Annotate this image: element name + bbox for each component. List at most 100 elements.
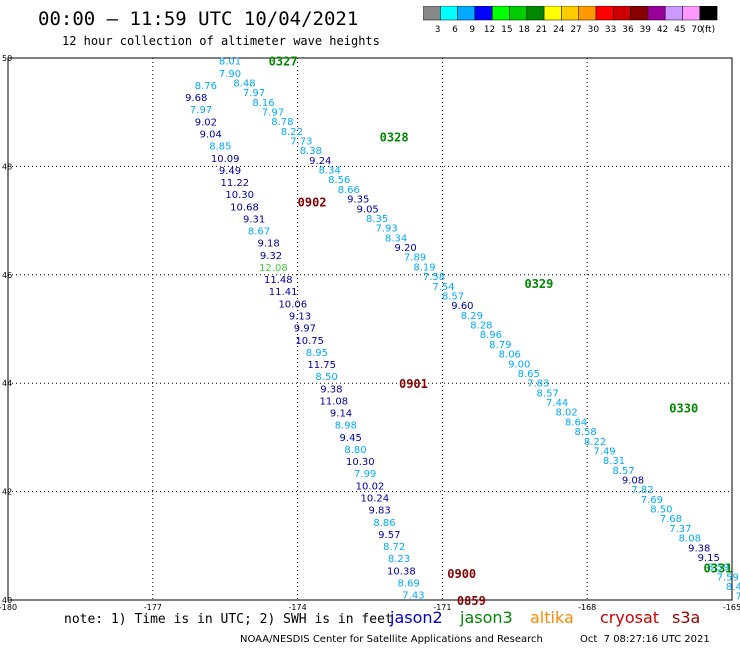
colorbar-unit: (ft) [702, 25, 716, 35]
swh-point: 9.02 [195, 117, 217, 128]
x-tick-label: -177 [144, 603, 162, 612]
colorbar-label: 42 [657, 25, 668, 35]
swh-point: 8.19 [413, 262, 435, 273]
swh-point: 7.69 [641, 495, 663, 506]
swh-point: 8.57 [612, 466, 634, 477]
swh-point: 9.15 [698, 553, 720, 564]
swh-point: 9.04 [200, 130, 222, 141]
y-tick-label: 42 [2, 488, 12, 497]
colorbar-label: 39 [640, 25, 652, 35]
swh-point: 8.50 [315, 372, 337, 383]
y-tick-label: 44 [2, 379, 12, 388]
swh-point: 9.60 [451, 301, 473, 312]
y-tick-label: 50 [2, 54, 12, 63]
swh-point: 9.00 [508, 359, 530, 370]
swh-point: 8.06 [499, 350, 521, 361]
swh-point: 10.02 [356, 481, 385, 492]
swh-point: 8.34 [385, 233, 407, 244]
swh-point: 8.85 [209, 142, 231, 153]
swh-point: 10.75 [295, 336, 324, 347]
swh-point: 7.99 [354, 469, 376, 480]
swh-point: 12.08 [259, 263, 288, 274]
swh-point: 9.08 [622, 476, 644, 487]
swh-point: 9.97 [294, 324, 316, 335]
swh-point: 8.02 [556, 408, 578, 419]
swh-point: 8.35 [366, 214, 388, 225]
swh-point: 7.49 [593, 446, 615, 457]
colorbar-label: 45 [674, 25, 685, 35]
footnote: note: 1) Time is in UTC; 2) SWH is in fe… [64, 612, 393, 627]
swh-point: 8.29 [461, 311, 483, 322]
swh-point: 9.31 [243, 214, 265, 225]
swh-point: 10.38 [387, 566, 416, 577]
swh-point: 7.54 [432, 282, 454, 293]
swh-point: 11.41 [269, 287, 298, 298]
swh-point: 9.20 [394, 243, 416, 254]
swh-point: 9.32 [260, 251, 282, 262]
x-tick-label: -165 [723, 603, 740, 612]
swh-point: 7.89 [404, 253, 426, 264]
time-label: 0327 [269, 55, 298, 69]
swh-point: 9.83 [369, 506, 391, 517]
swh-point: 8.72 [383, 542, 405, 553]
swh-point: 7.59 [717, 572, 739, 583]
swh-point: 9.49 [219, 166, 241, 177]
time-label: 0900 [447, 567, 476, 581]
swh-point: 9.05 [357, 204, 379, 215]
colorbar-legend: 3 6 9 12 15 18 21 24 27 30 33 36 39 42 45 70(ft) [423, 6, 718, 35]
swh-point: 8.08 [679, 534, 701, 545]
swh-point: 8.22 [584, 437, 606, 448]
swh-point: 8.38 [300, 146, 322, 157]
swh-point: 8.48 [233, 78, 255, 89]
swh-point: 7.37 [669, 524, 691, 535]
swh-point: 8.65 [518, 369, 540, 380]
swh-point: 8.57 [442, 291, 464, 302]
swh-point: 7.44 [546, 398, 568, 409]
swh-point: 8.01 [219, 57, 241, 68]
swh-point: 9.68 [185, 93, 207, 104]
colorbar-label: 9 [469, 25, 475, 35]
generated-timestamp: Oct 7 08:27:16 UTC 2021 [580, 634, 710, 645]
colorbar-label: 18 [518, 25, 530, 35]
swh-point: 10.30 [225, 190, 254, 201]
colorbar-label: 36 [622, 25, 634, 35]
swh-point: 8.78 [271, 117, 293, 128]
swh-point: 8.86 [373, 518, 395, 529]
x-tick-label: -171 [433, 603, 451, 612]
colorbar-label: 30 [588, 25, 600, 35]
time-label: 0331 [704, 561, 733, 575]
swh-point: 11.48 [264, 275, 293, 286]
swh-point: 7.83 [527, 379, 549, 390]
time-label: 0328 [380, 131, 409, 145]
page-title: 00:00 – 11:59 UTC 10/04/2021 [38, 8, 359, 30]
swh-point: 9.14 [330, 409, 352, 420]
x-tick-label: -174 [289, 603, 307, 612]
swh-point: 8.16 [252, 98, 274, 109]
swh-point: 9.38 [688, 543, 710, 554]
swh-point: 10.24 [361, 494, 390, 505]
colorbar-swatch [699, 6, 718, 21]
swh-point: 7.68 [660, 514, 682, 525]
swh-point: 8.66 [338, 185, 360, 196]
swh-point: 7.97 [262, 107, 284, 118]
swh-point: 7.43 [402, 591, 424, 602]
swh-point: 8.57 [537, 388, 559, 399]
swh-point: 7.29 [736, 592, 740, 603]
swh-point: 8.67 [248, 227, 270, 238]
satellite-legend-cryosat: cryosat [600, 608, 660, 627]
colorbar-label: 27 [570, 25, 581, 35]
satellite-legend-altika: altika [530, 608, 574, 627]
colorbar-label: 33 [605, 25, 616, 35]
satellite-legend-jason3: jason3 [460, 608, 513, 627]
y-tick-label: 40 [2, 596, 12, 605]
swh-point: 8.28 [470, 321, 492, 332]
swh-point: 7.93 [375, 224, 397, 235]
y-tick-label: 48 [2, 162, 12, 171]
swh-point: 8.79 [489, 340, 511, 351]
swh-point: 9.45 [340, 433, 362, 444]
swh-point: 8.31 [603, 456, 625, 467]
swh-point: 10.09 [211, 154, 240, 165]
time-label: 0902 [298, 196, 327, 210]
swh-point: 8.80 [344, 445, 366, 456]
